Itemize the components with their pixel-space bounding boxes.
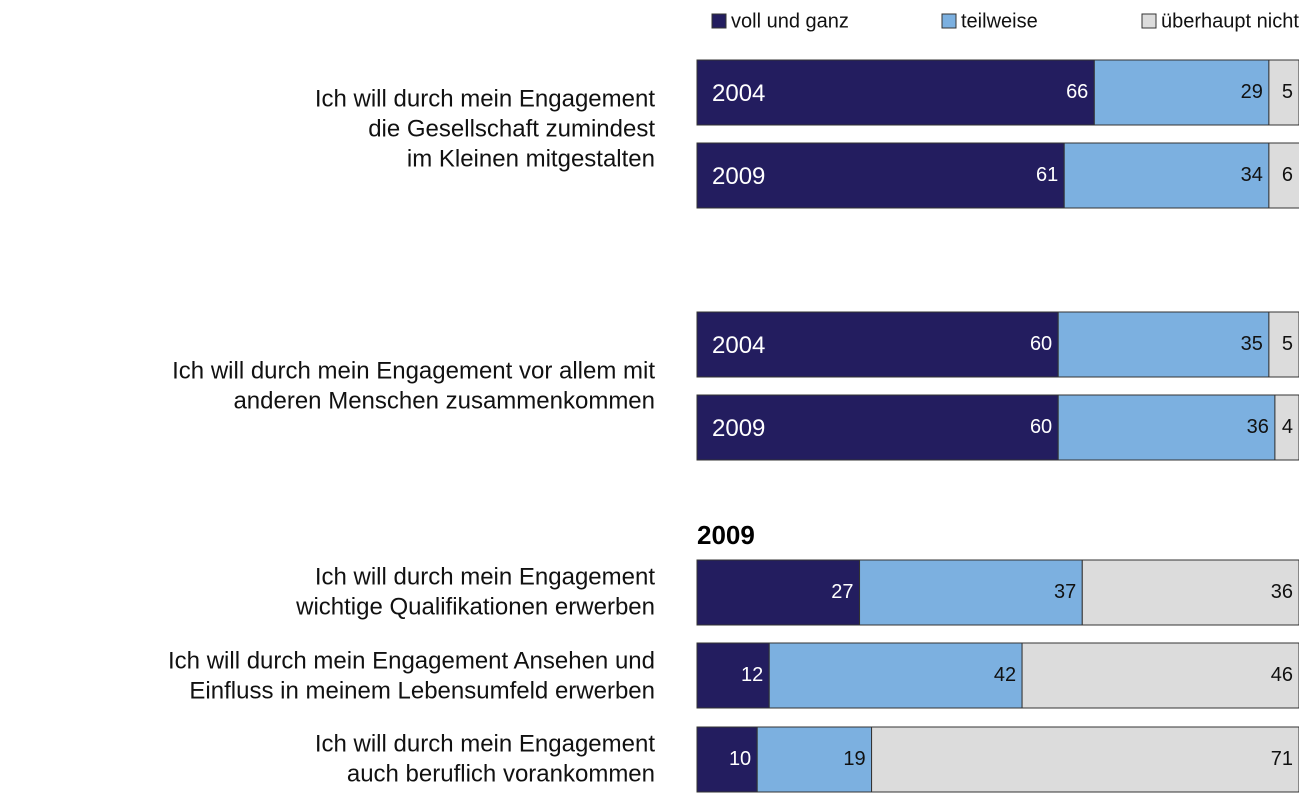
value-label: 37	[1054, 581, 1076, 603]
bar-segment	[1063, 142, 1270, 209]
bar-year-label: 2004	[712, 80, 765, 107]
bar-segment	[696, 559, 861, 626]
bar-segment	[696, 142, 1065, 209]
bar-segment	[871, 726, 1299, 793]
row-label: die Gesellschaft zumindest	[368, 115, 655, 142]
bar-year-label: 2009	[712, 163, 765, 190]
value-label: 61	[1036, 164, 1058, 186]
row-label: Ich will durch mein Engagement	[315, 730, 656, 757]
value-label: 60	[1030, 333, 1052, 355]
value-label: 19	[843, 748, 865, 770]
value-label: 46	[1271, 664, 1293, 686]
bar-segment	[1274, 394, 1299, 461]
value-label: 66	[1066, 81, 1088, 103]
legend-label: voll und ganz	[731, 10, 849, 32]
value-label: 60	[1030, 416, 1052, 438]
value-label: 29	[1241, 81, 1263, 103]
bar-segment	[756, 726, 873, 793]
legend-swatch	[941, 13, 957, 29]
legend-swatch	[711, 13, 727, 29]
row-label: Ich will durch mein Engagement vor allem…	[172, 357, 655, 384]
section-heading: 2009	[697, 520, 755, 550]
bar-segment	[859, 559, 1083, 626]
bar-segment	[1268, 142, 1299, 209]
legend-label: teilweise	[961, 10, 1038, 32]
legend-swatch	[1141, 13, 1157, 29]
bar-segment	[1093, 59, 1270, 126]
bar-segment	[768, 642, 1023, 709]
value-label: 12	[741, 664, 763, 686]
value-label: 5	[1282, 333, 1293, 355]
value-label: 6	[1282, 164, 1293, 186]
bar-segment	[696, 726, 758, 793]
value-label: 36	[1247, 416, 1269, 438]
row-label: Ich will durch mein Engagement Ansehen u…	[168, 647, 655, 674]
bar-segment	[696, 59, 1095, 126]
value-label: 4	[1282, 416, 1293, 438]
bar-segment	[696, 642, 770, 709]
bar-segment	[1021, 642, 1299, 709]
value-label: 71	[1271, 748, 1293, 770]
bar-segment	[696, 394, 1059, 461]
bar-segment	[1081, 559, 1299, 626]
row-label: Einfluss in meinem Lebensumfeld erwerben	[189, 677, 655, 704]
row-label: Ich will durch mein Engagement	[315, 563, 656, 590]
bar-segment	[1057, 394, 1276, 461]
value-label: 10	[729, 748, 751, 770]
bar-year-label: 2009	[712, 415, 765, 442]
bar-segment	[1268, 311, 1299, 378]
value-label: 34	[1241, 164, 1263, 186]
bar-segment	[1268, 59, 1299, 126]
value-label: 27	[831, 581, 853, 603]
value-label: 42	[994, 664, 1016, 686]
value-label: 5	[1282, 81, 1293, 103]
bar-segment	[1057, 311, 1270, 378]
row-label: anderen Menschen zusammenkommen	[233, 387, 655, 414]
row-label: Ich will durch mein Engagement	[315, 85, 656, 112]
row-label: im Kleinen mitgestalten	[407, 145, 655, 172]
bar-year-label: 2004	[712, 332, 765, 359]
value-label: 36	[1271, 581, 1293, 603]
legend-label: überhaupt nicht	[1161, 10, 1299, 32]
row-label: wichtige Qualifikationen erwerben	[295, 593, 655, 620]
row-label: auch beruflich vorankommen	[347, 760, 655, 787]
value-label: 35	[1241, 333, 1263, 355]
